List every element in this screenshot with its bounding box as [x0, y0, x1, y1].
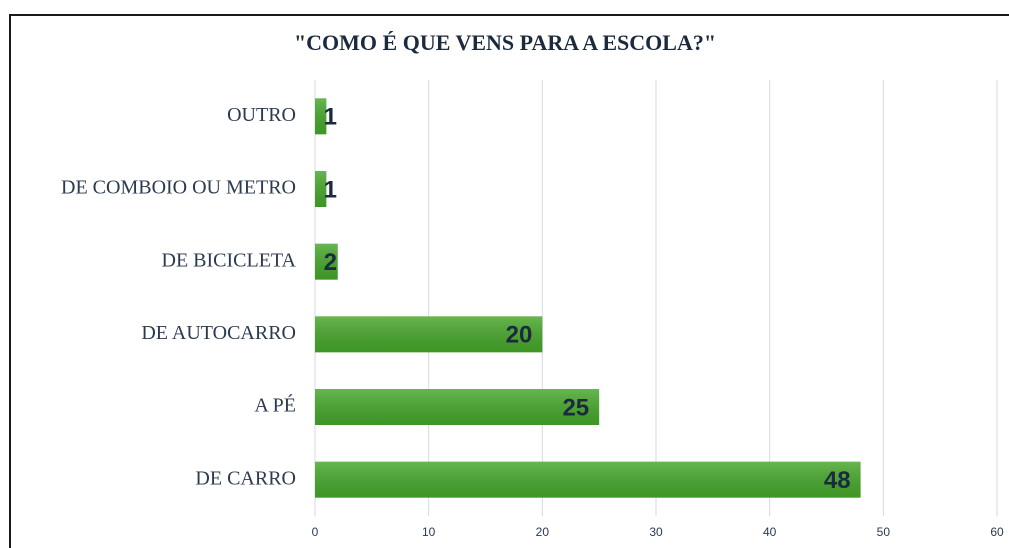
data-label: 1 [324, 104, 337, 131]
y-tick-label: OUTRO [227, 104, 296, 126]
bar-shade [315, 171, 327, 207]
chart-title: "COMO É QUE VENS PARA A ESCOLA?" [294, 30, 716, 55]
y-tick-label: DE COMBOIO OU METRO [61, 177, 296, 199]
frame [9, 14, 1009, 548]
y-tick-label: DE BICICLETA [162, 249, 297, 271]
x-tick-label: 0 [312, 525, 319, 539]
data-label: 1 [324, 176, 337, 203]
bar-shade [315, 98, 327, 135]
bar-shade [315, 243, 338, 280]
y-tick-label: DE AUTOCARRO [141, 322, 296, 344]
x-tick-label: 50 [877, 525, 891, 539]
bar-shade [315, 461, 861, 498]
y-tick-label: A PÉ [254, 394, 296, 417]
data-label: 25 [562, 394, 589, 421]
data-label: 2 [324, 249, 337, 276]
x-tick-label: 20 [536, 525, 550, 539]
data-label: 20 [506, 322, 533, 349]
x-tick-label: 60 [990, 525, 1004, 539]
bar-shade [315, 389, 600, 425]
y-tick-label: DE CARRO [195, 467, 296, 489]
x-tick-label: 30 [649, 525, 663, 539]
data-label: 48 [824, 467, 851, 494]
x-tick-label: 10 [422, 525, 436, 539]
bar-shade [315, 316, 543, 353]
x-tick-label: 40 [763, 525, 777, 539]
